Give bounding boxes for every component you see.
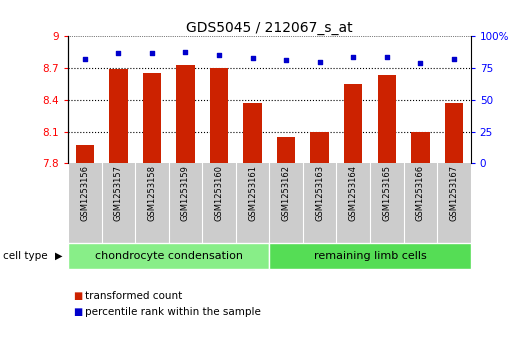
Point xyxy=(215,53,223,58)
Text: ■: ■ xyxy=(73,307,83,317)
Text: GSM1253160: GSM1253160 xyxy=(214,165,223,221)
Title: GDS5045 / 212067_s_at: GDS5045 / 212067_s_at xyxy=(186,21,353,35)
Text: GSM1253164: GSM1253164 xyxy=(349,165,358,221)
Bar xyxy=(269,243,471,269)
Text: GSM1253166: GSM1253166 xyxy=(416,165,425,221)
Point xyxy=(315,59,324,65)
Bar xyxy=(75,145,94,163)
Text: GSM1253159: GSM1253159 xyxy=(181,165,190,221)
Point xyxy=(81,56,89,62)
Bar xyxy=(277,137,295,163)
Text: transformed count: transformed count xyxy=(85,291,182,301)
Text: GSM1253167: GSM1253167 xyxy=(449,165,459,221)
Bar xyxy=(311,132,329,163)
Point xyxy=(349,54,357,60)
Text: ▶: ▶ xyxy=(55,251,62,261)
Bar xyxy=(143,73,161,163)
Bar xyxy=(411,132,429,163)
Bar xyxy=(378,76,396,163)
Bar xyxy=(68,243,269,269)
Point xyxy=(181,49,190,54)
Bar xyxy=(176,65,195,163)
Text: GSM1253157: GSM1253157 xyxy=(114,165,123,221)
Point xyxy=(416,60,425,66)
Text: remaining limb cells: remaining limb cells xyxy=(314,251,426,261)
Bar xyxy=(445,103,463,163)
Bar xyxy=(210,68,228,163)
Bar xyxy=(344,84,362,163)
Bar xyxy=(109,69,128,163)
Point xyxy=(147,50,156,56)
Text: ■: ■ xyxy=(73,291,83,301)
Text: GSM1253161: GSM1253161 xyxy=(248,165,257,221)
Point xyxy=(282,58,290,64)
Bar xyxy=(243,103,262,163)
Text: GSM1253158: GSM1253158 xyxy=(147,165,156,221)
Point xyxy=(114,50,122,56)
Text: GSM1253163: GSM1253163 xyxy=(315,165,324,221)
Text: GSM1253156: GSM1253156 xyxy=(80,165,89,221)
Text: cell type: cell type xyxy=(3,251,47,261)
Text: GSM1253162: GSM1253162 xyxy=(281,165,291,221)
Point xyxy=(450,56,458,62)
Point xyxy=(383,54,391,60)
Point xyxy=(248,55,257,61)
Text: GSM1253165: GSM1253165 xyxy=(382,165,391,221)
Text: chondrocyte condensation: chondrocyte condensation xyxy=(95,251,243,261)
Text: percentile rank within the sample: percentile rank within the sample xyxy=(85,307,260,317)
